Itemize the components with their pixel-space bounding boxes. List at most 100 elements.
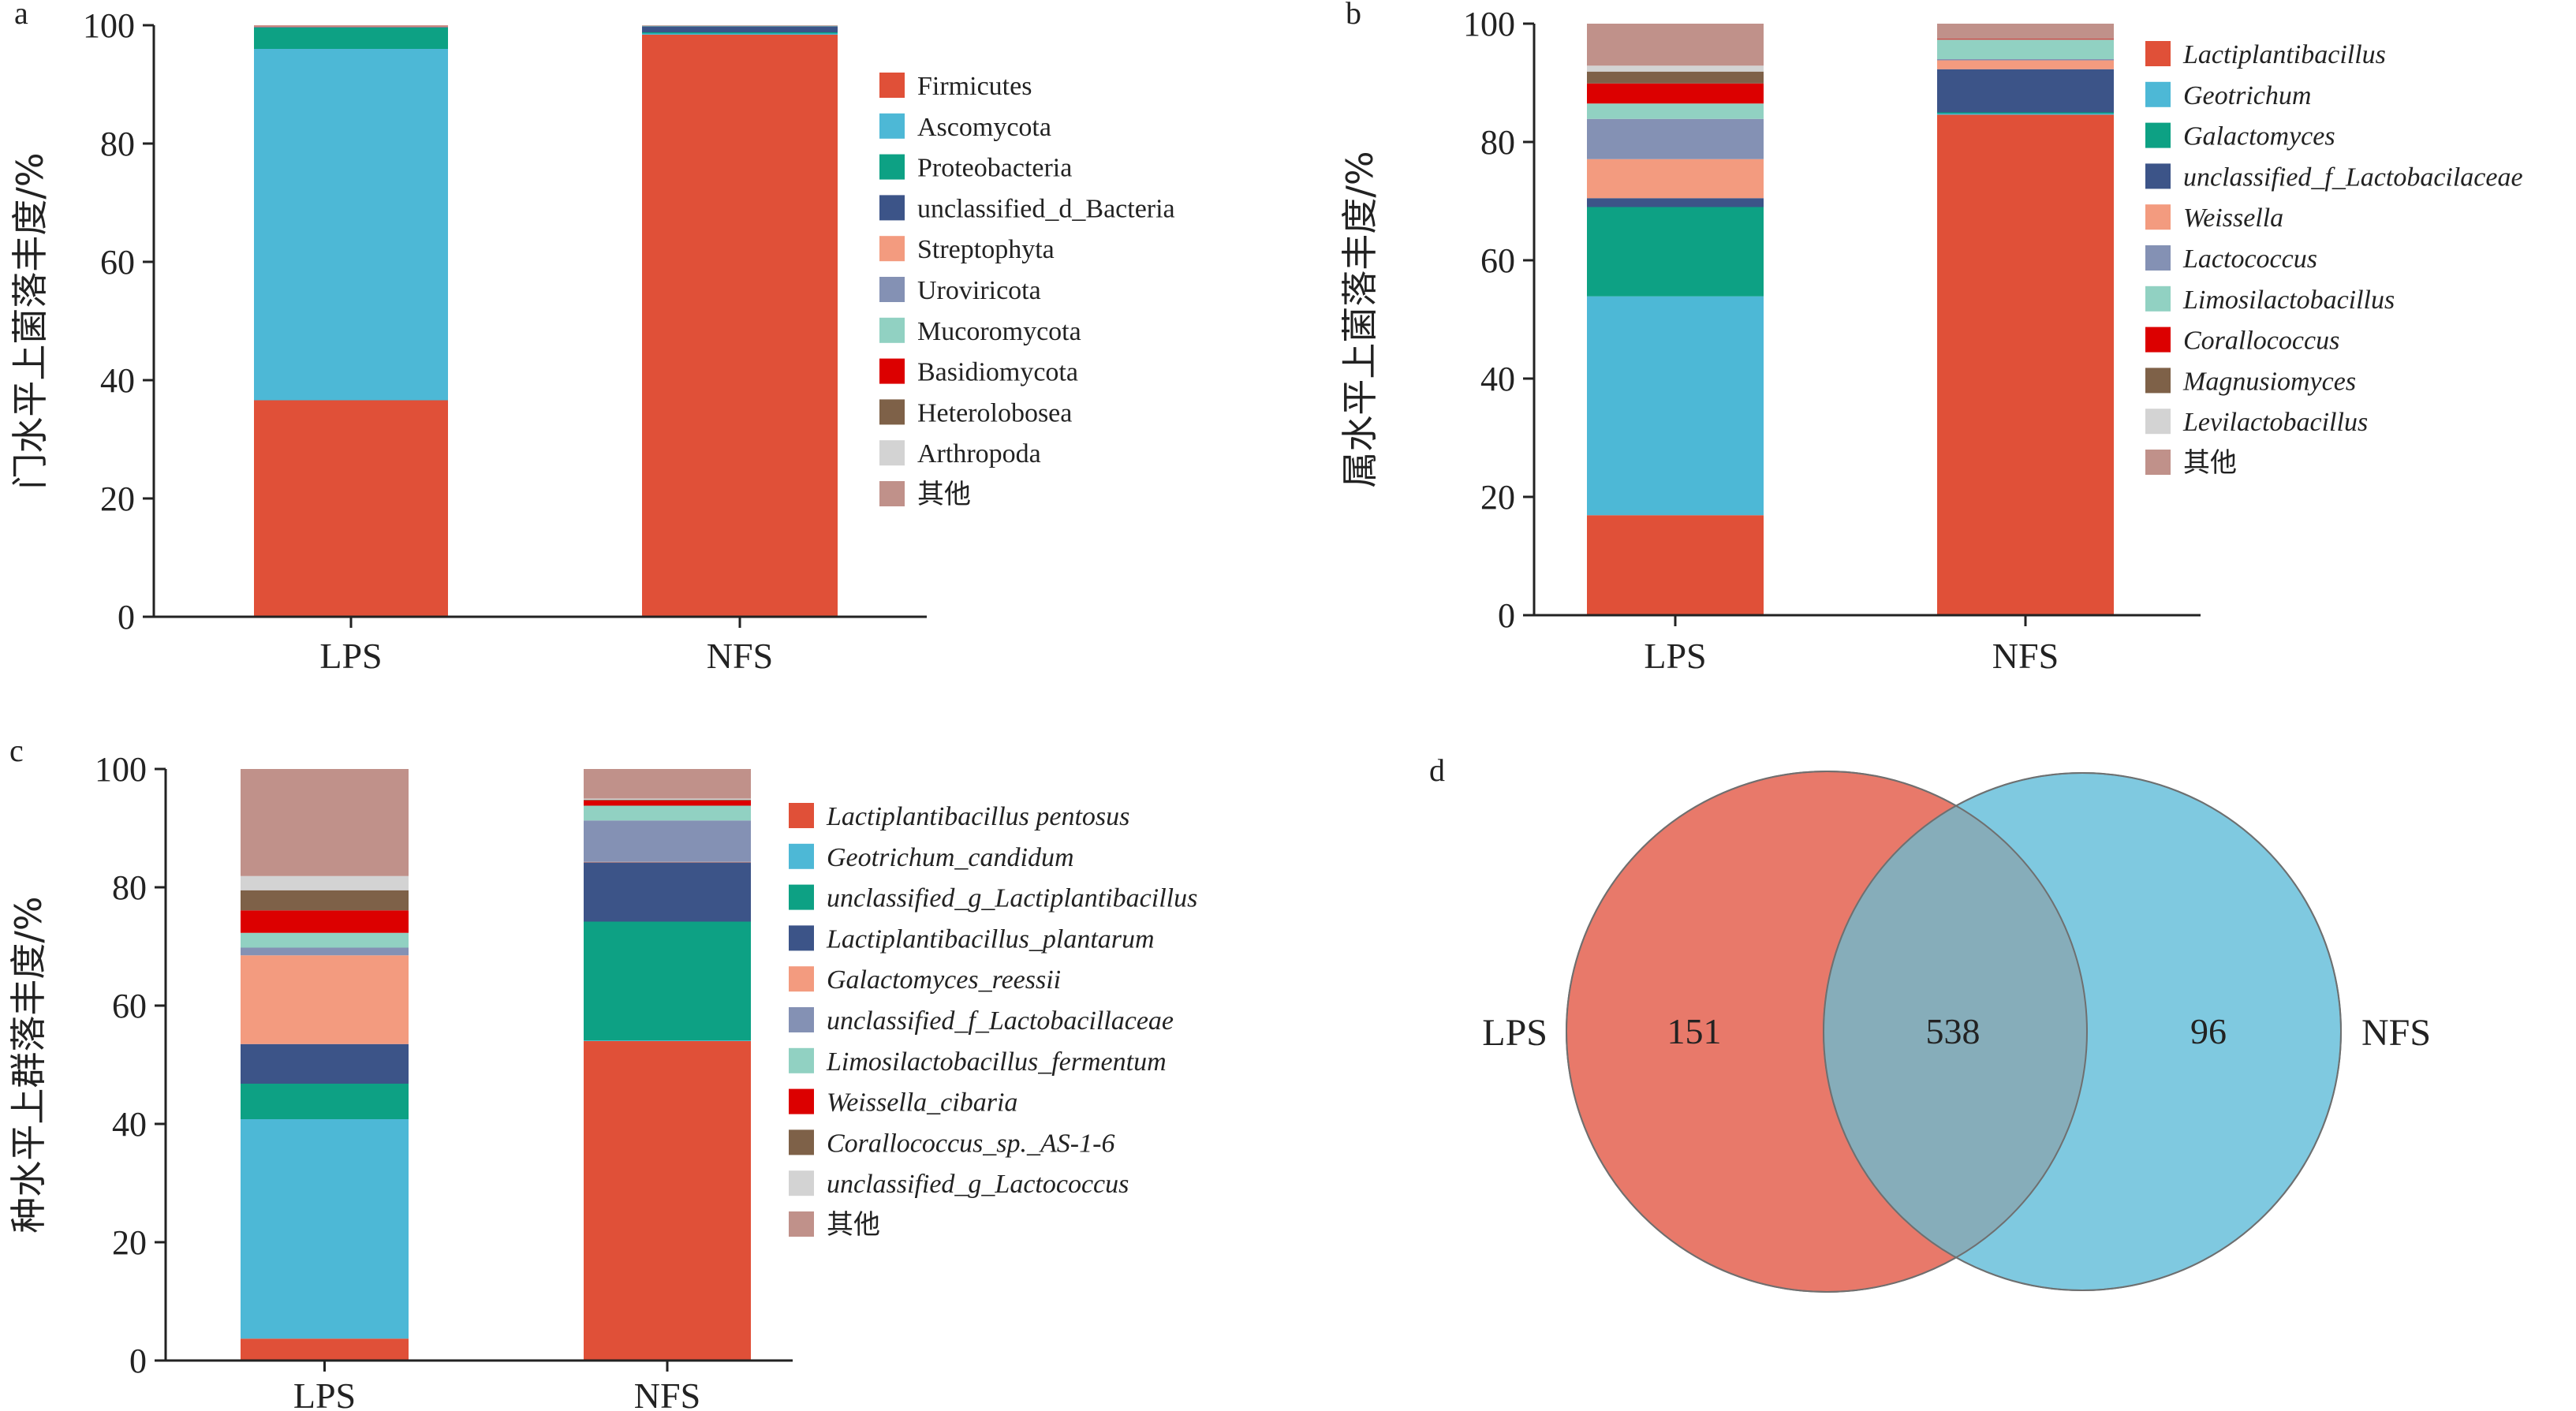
legend-swatch <box>879 113 905 139</box>
venn-count-shared: 538 <box>1926 1011 1981 1051</box>
x-tick-label: NFS <box>707 636 773 676</box>
legend-label-corallococcus-sp-as-1-6: Corallococcus_sp._AS-1-6 <box>827 1129 1114 1158</box>
bar-segment-nfs-weissella <box>1937 60 2114 69</box>
legend-swatch <box>879 358 905 384</box>
bar-segment-lps-lactiplantibacillus-pentosus <box>241 1338 409 1361</box>
legend-label-lactiplantibacillus: Lactiplantibacillus <box>2182 40 2386 69</box>
y-tick-label: 60 <box>1480 241 1515 280</box>
legend-swatch <box>2145 286 2171 312</box>
legend-label-firmicutes: Firmicutes <box>917 72 1032 101</box>
legend-label-unclassified-d-bacteria: unclassified_d_Bacteria <box>917 194 1175 223</box>
legend-swatch <box>2145 368 2171 394</box>
legend-swatch <box>2145 327 2171 353</box>
venn-set-label-lps: LPS <box>1482 1012 1547 1054</box>
bar-segment-lps-streptophyta <box>254 26 448 28</box>
y-tick-label: 20 <box>112 1223 147 1262</box>
x-tick-label: LPS <box>319 636 382 676</box>
bar-segment-lps-limosilactobacillus-fermentum <box>241 932 409 948</box>
legend-label-streptophyta: Streptophyta <box>917 235 1055 264</box>
bar-segment-lps-weissella <box>1587 159 1764 199</box>
panel-b: b LPS NFS 0 20 40 60 80 100 属水平上菌落丰度/% Lactiplanti… <box>1338 0 2523 676</box>
bar-segment-lps-galactomyces-reessii <box>241 955 409 1044</box>
legend-label-lactiplantibacillus-pentosus: Lactiplantibacillus pentosus <box>826 802 1129 831</box>
legend-swatch <box>879 317 905 343</box>
bar-segment-nfs-proteobacteria <box>642 32 838 34</box>
y-tick-label: 40 <box>100 361 135 400</box>
venn-count-lps-only: 151 <box>1667 1011 1722 1051</box>
bar-segment-lps-weissella-cibaria <box>241 910 409 933</box>
bar-segment-nfs-firmicutes <box>642 35 838 617</box>
legend-swatch <box>879 277 905 302</box>
y-tick-label: 40 <box>112 1105 147 1144</box>
y-tick-label: 100 <box>95 750 147 789</box>
y-tick-label: 80 <box>1480 123 1515 162</box>
legend-label-levilactobacillus: Levilactobacillus <box>2182 408 2368 437</box>
bar-segment-nfs-ascomycota <box>642 33 838 35</box>
bar-segment-lps-mucoromycota <box>254 26 448 27</box>
legend-swatch <box>2145 122 2171 148</box>
x-tick-label: NFS <box>1992 636 2059 676</box>
bar-segment-lps-geotrichum <box>1587 296 1764 516</box>
legend-label-galactomyces: Galactomyces <box>2183 122 2335 151</box>
legend-swatch <box>2145 204 2171 230</box>
bar-segment-nfs-unclassified-f-lactobacilaceae <box>1937 69 2114 113</box>
legend-label-heterolobosea: Heterolobosea <box>917 398 1072 427</box>
legend-label-unclassified-f-lactobacilaceae: unclassified_f_Lactobacilaceae <box>2183 162 2523 192</box>
legend-swatch <box>789 1007 814 1032</box>
legend-label-other: 其他 <box>2183 449 2237 478</box>
bar-segment-nfs-lactiplantibacillus <box>1937 114 2114 615</box>
bar-segment-nfs-limosilactobacillus-fermentum <box>584 805 751 821</box>
venn-outline-nfs <box>1823 772 2342 1291</box>
bar-segment-lps-levilactobacillus <box>1587 65 1764 72</box>
x-tick-label: NFS <box>634 1376 700 1411</box>
bar-segment-lps-basidiomycota <box>254 25 448 27</box>
legend-swatch <box>2145 81 2171 107</box>
legend-swatch <box>789 1047 814 1073</box>
legend-label-corallococcus: Corallococcus <box>2183 327 2339 356</box>
legend-label-unclassified-g-lactococcus: unclassified_g_Lactococcus <box>827 1170 1129 1199</box>
legend-label-limosilactobacillus-fermentum: Limosilactobacillus_fermentum <box>826 1047 1167 1077</box>
legend-swatch <box>789 884 814 910</box>
y-tick-label: 0 <box>118 598 135 636</box>
bar-segment-lps-unclassified-g-lactiplantibacillus <box>241 1084 409 1119</box>
y-tick-label: 20 <box>100 480 135 518</box>
legend-swatch <box>2145 245 2171 271</box>
legend-label-geotrichum: Geotrichum <box>2183 81 2311 110</box>
bar-segment-nfs-corallococcus-sp-as-1-6 <box>584 800 751 801</box>
bar-segment-nfs-mucoromycota <box>642 25 838 27</box>
legend-swatch <box>789 966 814 992</box>
bar-segment-lps-galactomyces <box>1587 207 1764 297</box>
legend-label-geotrichum-candidum: Geotrichum_candidum <box>827 843 1074 872</box>
legend-swatch <box>879 440 905 466</box>
legend-label-lactiplantibacillus-plantarum: Lactiplantibacillus_plantarum <box>826 924 1155 954</box>
bar-segment-nfs-lactiplantibacillus-pentosus <box>584 1041 751 1361</box>
y-tick-label: 0 <box>129 1342 147 1380</box>
panel-c: c LPS NFS 0 20 40 60 80 100 种水平上群落丰度/% Lactiplanti… <box>7 733 1197 1411</box>
bar-segment-lps-other <box>1587 24 1764 66</box>
legend-swatch <box>879 195 905 221</box>
y-axis-title: 种水平上群落丰度/% <box>7 896 50 1233</box>
bar-segment-lps-geotrichum-candidum <box>241 1119 409 1339</box>
x-tick-label: LPS <box>1644 636 1706 676</box>
bar-segment-lps-proteobacteria <box>254 28 448 49</box>
bar-segment-lps-lactococcus <box>1587 118 1764 159</box>
legend-swatch <box>789 1170 814 1196</box>
bar-segment-nfs-other <box>642 25 838 26</box>
bar-segment-lps-unclassified-g-lactococcus <box>241 875 409 890</box>
legend-swatch <box>2145 41 2171 66</box>
legend-swatch <box>789 1211 814 1237</box>
legend-swatch <box>879 481 905 506</box>
legend-swatch <box>879 154 905 180</box>
bar-segment-nfs-unclassified-f-lactobacillaceae <box>584 820 751 862</box>
legend-label-weissella: Weissella <box>2183 203 2283 233</box>
bar-segment-lps-limosilactobacillus <box>1587 103 1764 119</box>
venn-count-nfs-only: 96 <box>2190 1011 2227 1051</box>
legend-label-other: 其他 <box>917 480 971 510</box>
bar-segment-lps-lactiplantibacillus <box>1587 515 1764 615</box>
venn-set-label-nfs: NFS <box>2361 1012 2431 1054</box>
legend-swatch <box>789 1088 814 1114</box>
bar-segment-nfs-unclassified-g-lactiplantibacillus <box>584 921 751 1041</box>
y-tick-label: 60 <box>100 243 135 282</box>
y-tick-label: 60 <box>112 987 147 1025</box>
y-tick-label: 0 <box>1498 596 1515 635</box>
